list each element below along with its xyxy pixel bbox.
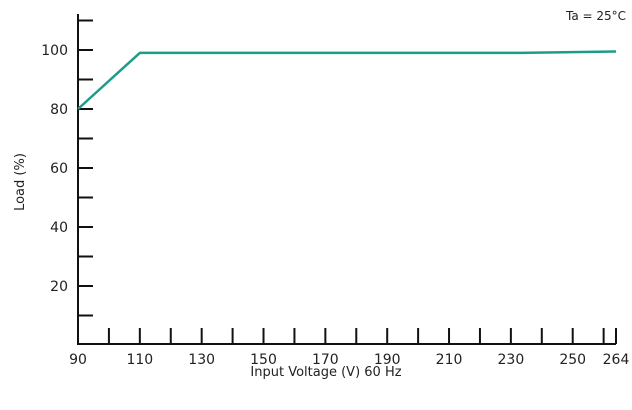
y-tick-label: 20 (50, 279, 68, 295)
x-tick-label: 110 (126, 352, 153, 368)
y-tick-label: 80 (50, 102, 68, 118)
series-layer (77, 50, 617, 110)
y-tick-label: 40 (50, 220, 68, 236)
axes (77, 14, 616, 345)
x-tick-label: 210 (436, 352, 463, 368)
x-ticks: 90 110 130 150 170 190 210 230 250 264 (69, 328, 629, 368)
x-tick-label: 150 (250, 352, 277, 368)
x-tick-label: 250 (559, 352, 586, 368)
x-tick-label: 90 (69, 352, 87, 368)
x-tick-label: 190 (374, 352, 401, 368)
x-tick-label: 230 (498, 352, 525, 368)
x-tick-label: 170 (312, 352, 339, 368)
y-tick-label: 100 (41, 43, 68, 59)
x-axis-label: Input Voltage (V) 60 Hz (250, 365, 401, 380)
x-tick-label: 264 (603, 352, 630, 368)
x-tick-label: 130 (188, 352, 215, 368)
y-tick-label: 60 (50, 161, 68, 177)
load-series-line (77, 50, 617, 110)
y-axis-label: Load (%) (13, 153, 28, 211)
y-ticks: 20 40 60 80 100 (41, 19, 93, 317)
temperature-annotation: Ta = 25°C (565, 9, 626, 23)
